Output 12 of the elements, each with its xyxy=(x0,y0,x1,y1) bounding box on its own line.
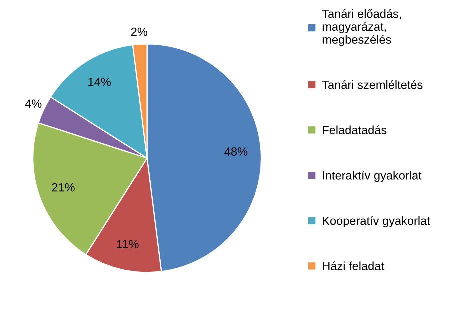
data-label: 21% xyxy=(52,183,75,192)
legend-label: Tanári előadás, magyarázat, megbeszélés xyxy=(322,9,402,46)
legend-label: Házi feladat xyxy=(323,262,384,270)
legend-label: Tanári szemléltetés xyxy=(322,80,423,90)
data-label: 14% xyxy=(88,78,111,86)
data-label: 2% xyxy=(131,28,148,36)
data-label: 11% xyxy=(117,240,139,248)
data-label: 4% xyxy=(25,100,42,108)
legend-label: Interaktív gyakorlat xyxy=(323,171,422,182)
legend-label: Kooperatív gyakorlat xyxy=(323,216,430,228)
data-label: 48% xyxy=(224,148,248,156)
legend-label: Feladatadás xyxy=(323,126,387,134)
